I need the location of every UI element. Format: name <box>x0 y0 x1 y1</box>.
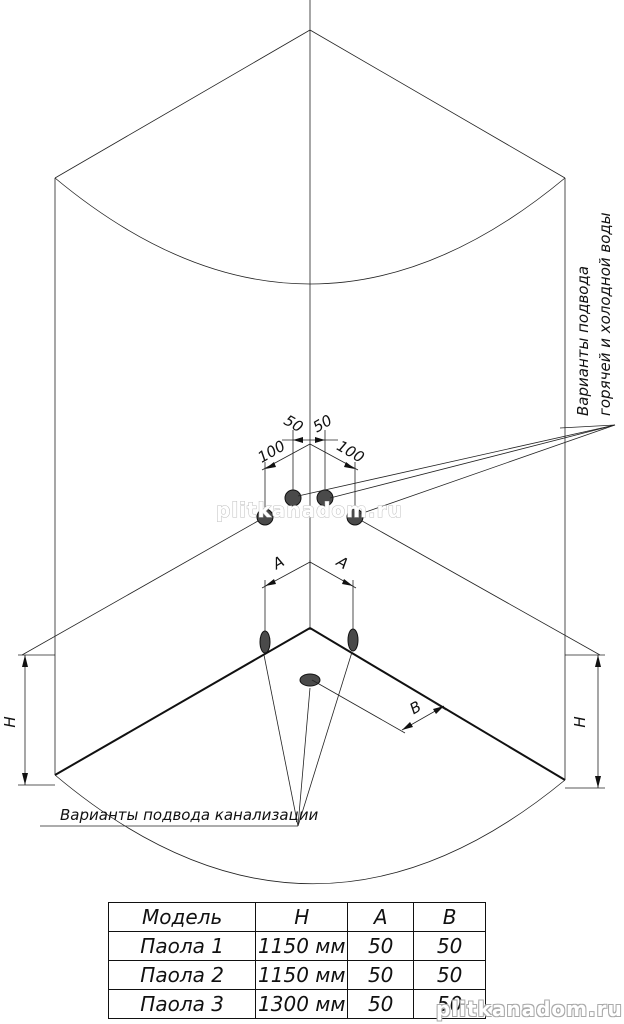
dim-a-left: A <box>269 552 288 573</box>
enclosure-outline <box>54 0 566 885</box>
dim-50-left: 50 <box>281 411 307 436</box>
table-cell: 50 <box>347 931 415 961</box>
table-header-cell: H <box>255 902 349 932</box>
table-cell: 50 <box>413 989 486 1019</box>
table-header-cell: Модель <box>107 902 257 932</box>
table-cell: 1150 мм <box>255 931 349 961</box>
table-cell: 1300 мм <box>255 989 349 1019</box>
table-cell: Паола 2 <box>107 960 257 990</box>
drain-point-center <box>299 673 321 687</box>
dim-100-right: 100 <box>334 437 368 467</box>
water-supply-note-line2: горячей и холодной воды <box>596 212 614 416</box>
water-supply-points <box>256 489 364 526</box>
h-label-right: H <box>571 716 589 727</box>
table-row: Паола 3 1300 мм 50 50 <box>107 989 486 1019</box>
table-cell: 50 <box>347 989 415 1019</box>
drain-note: Варианты подвода канализации <box>60 806 319 824</box>
table-row: Паола 2 1150 мм 50 50 <box>107 960 486 990</box>
table-header-cell: B <box>413 902 486 932</box>
table-header-cell: A <box>347 902 415 932</box>
dim-50-lines <box>282 430 338 495</box>
dim-a-lines <box>261 560 357 640</box>
dim-100-lines <box>261 443 359 515</box>
drain-leaders <box>40 651 353 827</box>
h-dimension-right <box>565 654 605 789</box>
supply-point-outer-right <box>346 508 364 526</box>
model-table: Модель H A B Паола 1 1150 мм 50 50 Паола… <box>107 902 486 1019</box>
wall-guide-lines <box>21 516 601 656</box>
water-supply-note-line1: Варианты подвода <box>574 266 592 416</box>
h-label-left: H <box>1 716 19 727</box>
table-cell: Паола 1 <box>107 931 257 961</box>
table-cell: 50 <box>347 960 415 990</box>
dim-100-left: 100 <box>255 437 289 467</box>
table-cell: 50 <box>413 931 486 961</box>
dim-b: B <box>407 697 425 718</box>
supply-point-outer-left <box>256 508 274 526</box>
floor-corner <box>54 627 566 781</box>
watermark-bottom: plitkanadom.ru <box>436 997 623 1021</box>
dim-a-right: A <box>333 552 352 573</box>
table-cell: 50 <box>413 960 486 990</box>
table-cell: 1150 мм <box>255 960 349 990</box>
supply-point-inner-left <box>284 489 302 507</box>
h-dimension-left <box>18 654 55 786</box>
watermark-center: plitkanadom.ru <box>216 498 403 522</box>
drain-point-right <box>347 628 359 652</box>
table-header-row: Модель H A B <box>107 902 486 932</box>
water-supply-leaders <box>297 424 616 515</box>
dim-50-right: 50 <box>310 411 336 436</box>
drain-point-left <box>259 630 271 654</box>
table-row: Паола 1 1150 мм 50 50 <box>107 931 486 961</box>
table-cell: Паола 3 <box>107 989 257 1019</box>
drain-points <box>259 628 359 687</box>
dim-b-lines <box>311 679 447 734</box>
